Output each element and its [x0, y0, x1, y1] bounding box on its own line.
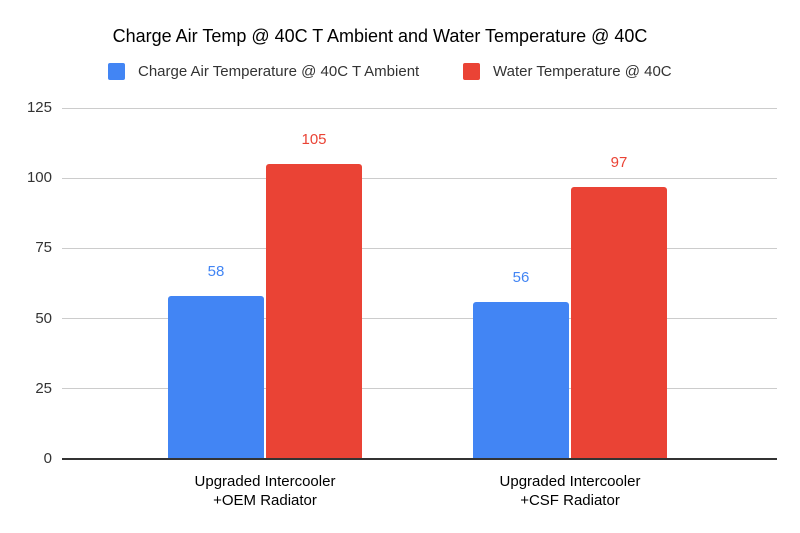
gridline-50: [62, 318, 777, 320]
legend-label-water: Water Temperature @ 40C: [493, 62, 672, 80]
y-tick-label-125: 125: [26, 99, 52, 116]
gridline-25: [62, 388, 777, 390]
legend-item-water: Water Temperature @ 40C: [463, 62, 672, 80]
category-label-1-line2: +CSF Radiator: [520, 492, 620, 509]
y-tick-label-0: 0: [43, 450, 52, 467]
category-label-0-line2: +OEM Radiator: [213, 492, 317, 509]
category-label-0-line1: Upgraded Intercooler: [194, 473, 336, 490]
category-label-1: Upgraded Intercooler +CSF Radiator: [450, 472, 690, 510]
bar-series0-group0: [168, 296, 264, 459]
y-tick-label-75: 75: [35, 239, 52, 257]
legend-item-charge-air: Charge Air Temperature @ 40C T Ambient: [108, 62, 419, 80]
chart-title: Charge Air Temp @ 40C T Ambient and Wate…: [112, 26, 648, 46]
legend-swatch-water: [463, 62, 480, 80]
bar-value-label-series0-group1: 56: [512, 268, 530, 286]
gridline-100: [62, 177, 777, 179]
y-tick-label-50: 50: [35, 309, 52, 327]
bar-series1-group1: [571, 186, 667, 459]
bar-value-label-series1-group1: 97: [610, 153, 628, 171]
x-axis-baseline: [62, 458, 777, 460]
legend: Charge Air Temperature @ 40C T Ambient W…: [0, 62, 800, 80]
legend-label-charge-air: Charge Air Temperature @ 40C T Ambient: [138, 62, 420, 80]
legend-swatch-charge-air: [108, 62, 125, 80]
category-label-1-line1: Upgraded Intercooler: [499, 473, 641, 490]
y-tick-label-25: 25: [35, 379, 52, 397]
bar-value-label-series0-group0: 58: [207, 263, 225, 281]
bar-series1-group0: [266, 164, 362, 459]
category-label-0: Upgraded Intercooler +OEM Radiator: [145, 472, 385, 510]
y-tick-label-100: 100: [26, 169, 52, 187]
bar-series0-group1: [473, 301, 569, 459]
bar-value-label-series1-group0: 105: [301, 131, 327, 149]
gridline-125: [62, 107, 777, 109]
gridline-75: [62, 247, 777, 249]
